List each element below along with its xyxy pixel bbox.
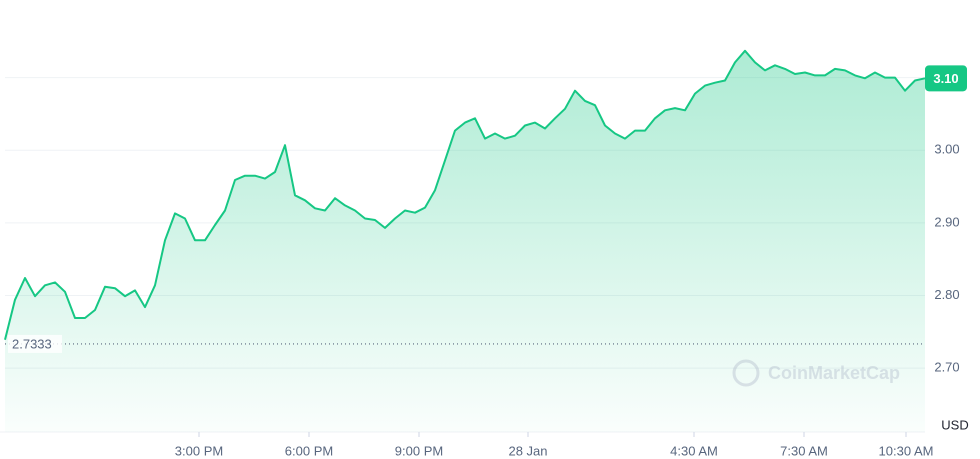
y-tick-label: 2.80 [934, 287, 959, 302]
y-tick-label: 2.90 [934, 214, 959, 229]
reference-label: 2.7333 [12, 336, 52, 351]
reference-label-bg [8, 334, 62, 353]
x-tick-label: 10:30 AM [879, 443, 934, 458]
y-unit: USD [941, 417, 968, 432]
y-tick-label: 3.00 [934, 142, 959, 157]
price-badge-label: 3.10 [933, 71, 958, 86]
y-tick-label: 2.70 [934, 360, 959, 375]
x-tick-label: 9:00 PM [395, 443, 443, 458]
price-badge [925, 65, 967, 92]
watermark-logo [732, 359, 760, 387]
price-area [5, 50, 925, 433]
watermark: CoinMarketCap [732, 359, 900, 387]
x-tick-label: 4:30 AM [670, 443, 718, 458]
x-tick-label: 7:30 AM [780, 443, 828, 458]
x-tick-label: 6:00 PM [285, 443, 333, 458]
watermark-text: CoinMarketCap [768, 363, 900, 383]
x-tick-label: 28 Jan [508, 443, 547, 458]
price-line [4, 49, 926, 341]
x-tick-label: 3:00 PM [175, 443, 223, 458]
